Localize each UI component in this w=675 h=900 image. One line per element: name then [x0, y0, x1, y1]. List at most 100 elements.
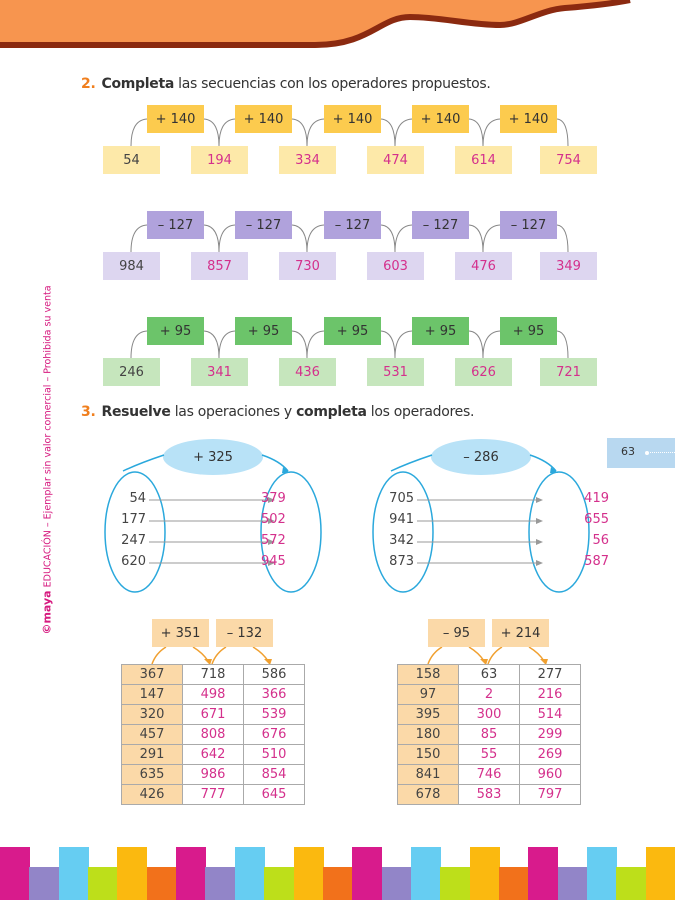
result-cell[interactable]: 986 — [182, 764, 244, 785]
result-cell[interactable]: 808 — [182, 724, 244, 745]
result-cell[interactable]: 216 — [519, 684, 581, 705]
answer-value[interactable]: 194 — [191, 146, 248, 174]
answer-value[interactable]: 349 — [540, 252, 597, 280]
table-arrows — [151, 646, 272, 665]
answer-value[interactable]: 476 — [455, 252, 512, 280]
stripe — [293, 847, 324, 900]
stripe — [528, 847, 559, 900]
output-value[interactable]: 379 — [261, 491, 286, 506]
result-cell[interactable]: 300 — [458, 704, 520, 725]
output-value[interactable]: 419 — [584, 491, 609, 506]
operator-ellipse-label[interactable]: – 286 — [463, 449, 499, 465]
operation-table: 367 718 586 147 498 366 320 671 539 457 808 676 291 6… — [121, 664, 305, 805]
result-cell[interactable]: 539 — [243, 704, 305, 725]
answer-value[interactable]: 334 — [279, 146, 336, 174]
result-cell[interactable]: 366 — [243, 684, 305, 705]
table-row: 841 746 960 — [397, 764, 581, 785]
answer-value[interactable]: 531 — [367, 358, 424, 386]
stripe — [146, 867, 177, 900]
start-cell: 841 — [397, 764, 459, 785]
answer-value[interactable]: 721 — [540, 358, 597, 386]
result-cell[interactable]: 510 — [243, 744, 305, 765]
result-cell[interactable]: 797 — [519, 784, 581, 805]
answer-value[interactable]: 730 — [279, 252, 336, 280]
table-row: 367 718 586 — [121, 664, 305, 685]
exercise-3-title: 3. Resuelve las operaciones y completa lo… — [81, 404, 474, 420]
table-row: 395 300 514 — [397, 704, 581, 725]
sequence-arcs — [130, 118, 569, 147]
output-value[interactable]: 945 — [261, 554, 286, 569]
answer-value[interactable]: 603 — [367, 252, 424, 280]
stripe — [234, 847, 265, 900]
page-number-tab: 63 — [607, 438, 675, 468]
result-cell[interactable]: 960 — [519, 764, 581, 785]
answer-value[interactable]: 614 — [455, 146, 512, 174]
output-value[interactable]: 572 — [261, 533, 286, 548]
stripe — [440, 867, 471, 900]
maya-logo: ©maya — [40, 590, 54, 635]
input-value: 620 — [121, 554, 146, 569]
result-cell[interactable]: 583 — [458, 784, 520, 805]
result-cell[interactable]: 269 — [519, 744, 581, 765]
result-cell: 63 — [458, 664, 520, 685]
result-cell[interactable]: 498 — [182, 684, 244, 705]
operator-box[interactable]: + 214 — [492, 619, 549, 647]
start-value: 54 — [103, 146, 160, 174]
result-cell[interactable]: 676 — [243, 724, 305, 745]
start-cell: 426 — [121, 784, 183, 805]
exercise-number: 3. — [81, 404, 96, 420]
answer-value[interactable]: 754 — [540, 146, 597, 174]
result-cell[interactable]: 299 — [519, 724, 581, 745]
stripe — [264, 867, 295, 900]
output-value[interactable]: 56 — [592, 533, 609, 548]
instruction-text: las secuencias con los operadores propue… — [178, 76, 491, 92]
answer-value[interactable]: 436 — [279, 358, 336, 386]
operator-ellipse-label[interactable]: + 325 — [193, 449, 233, 465]
operator-box: + 140 — [500, 105, 557, 133]
start-cell: 147 — [121, 684, 183, 705]
operator-box[interactable]: + 351 — [152, 619, 209, 647]
result-cell[interactable]: 746 — [458, 764, 520, 785]
operation-table: 158 63 277 97 2 216 395 300 514 180 85 299 150 55 269 8… — [397, 664, 581, 805]
operator-box: + 140 — [147, 105, 204, 133]
output-value[interactable]: 655 — [584, 512, 609, 527]
stripe — [557, 867, 588, 900]
answer-value[interactable]: 857 — [191, 252, 248, 280]
result-cell[interactable]: 514 — [519, 704, 581, 725]
stripe — [410, 847, 441, 900]
stripe — [176, 847, 207, 900]
input-value: 247 — [121, 533, 146, 548]
instruction-bold: completa — [296, 404, 367, 420]
answer-value[interactable]: 474 — [367, 146, 424, 174]
table-row: 635 986 854 — [121, 764, 305, 785]
table-row: 97 2 216 — [397, 684, 581, 705]
instruction-bold: Completa — [101, 76, 175, 92]
sequence-arcs — [130, 224, 569, 253]
answer-value[interactable]: 341 — [191, 358, 248, 386]
operator-box: + 140 — [324, 105, 381, 133]
result-cell[interactable]: 645 — [243, 784, 305, 805]
stripe — [469, 847, 500, 900]
table-row: 291 642 510 — [121, 744, 305, 765]
start-cell: 320 — [121, 704, 183, 725]
answer-value[interactable]: 626 — [455, 358, 512, 386]
stripe — [322, 867, 353, 900]
result-cell[interactable]: 85 — [458, 724, 520, 745]
result-cell[interactable]: 671 — [182, 704, 244, 725]
start-cell: 158 — [397, 664, 459, 685]
input-value: 54 — [129, 491, 146, 506]
result-cell[interactable]: 2 — [458, 684, 520, 705]
result-cell[interactable]: 55 — [458, 744, 520, 765]
operator-box: + 140 — [412, 105, 469, 133]
operator-box: + 95 — [500, 317, 557, 345]
start-cell: 678 — [397, 784, 459, 805]
operator-box[interactable]: – 95 — [428, 619, 485, 647]
result-cell[interactable]: 777 — [182, 784, 244, 805]
operator-box: + 95 — [412, 317, 469, 345]
operator-box[interactable]: – 132 — [216, 619, 273, 647]
result-cell[interactable]: 854 — [243, 764, 305, 785]
result-cell[interactable]: 642 — [182, 744, 244, 765]
output-value[interactable]: 587 — [584, 554, 609, 569]
output-value[interactable]: 502 — [261, 512, 286, 527]
result-cell: 718 — [182, 664, 244, 685]
